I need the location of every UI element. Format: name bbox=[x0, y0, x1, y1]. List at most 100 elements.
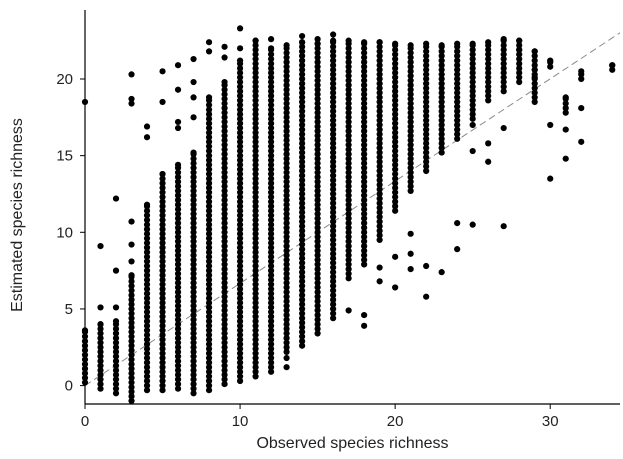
data-point bbox=[407, 63, 414, 70]
data-point bbox=[190, 362, 197, 369]
data-point bbox=[221, 151, 228, 158]
data-point bbox=[299, 80, 306, 87]
data-point bbox=[174, 376, 182, 383]
data-point bbox=[330, 273, 337, 280]
data-point bbox=[159, 193, 166, 201]
x-axis-title: Observed species richness bbox=[256, 435, 448, 452]
data-point bbox=[299, 342, 306, 349]
data-point bbox=[159, 267, 166, 274]
data-point bbox=[392, 198, 399, 205]
data-point bbox=[283, 210, 290, 217]
data-point bbox=[516, 55, 523, 63]
data-point bbox=[267, 336, 275, 343]
data-point bbox=[438, 71, 445, 78]
data-point bbox=[221, 128, 228, 135]
data-point bbox=[128, 292, 135, 299]
data-point bbox=[159, 258, 166, 265]
data-point bbox=[299, 223, 306, 230]
data-point bbox=[205, 290, 213, 297]
data-point bbox=[345, 91, 352, 98]
data-point bbox=[283, 91, 290, 98]
data-point bbox=[221, 78, 228, 86]
data-point bbox=[531, 80, 538, 87]
data-point bbox=[283, 279, 290, 286]
data-point bbox=[159, 345, 166, 352]
data-point bbox=[205, 226, 213, 233]
data-point bbox=[283, 63, 290, 70]
data-point bbox=[267, 189, 275, 196]
data-point bbox=[159, 322, 166, 329]
data-point bbox=[205, 180, 213, 187]
data-point bbox=[159, 331, 166, 339]
data-point bbox=[221, 330, 228, 337]
data-point bbox=[361, 141, 368, 149]
data-point bbox=[500, 83, 507, 90]
data-point bbox=[267, 51, 275, 58]
data-point bbox=[283, 164, 290, 172]
data-point bbox=[236, 115, 244, 122]
data-point bbox=[143, 216, 151, 224]
data-point bbox=[159, 216, 166, 224]
data-point bbox=[205, 106, 213, 113]
data-point bbox=[236, 308, 244, 316]
data-point bbox=[469, 111, 476, 118]
data-point bbox=[392, 60, 399, 67]
data-point bbox=[267, 308, 275, 316]
data-point bbox=[267, 267, 275, 274]
data-point bbox=[314, 178, 321, 185]
data-point bbox=[283, 72, 290, 80]
data-point bbox=[190, 371, 197, 378]
data-point bbox=[174, 316, 182, 323]
data-point bbox=[283, 132, 290, 139]
data-point bbox=[423, 158, 430, 165]
data-point bbox=[283, 256, 290, 263]
data-point bbox=[299, 89, 306, 96]
data-point bbox=[252, 267, 259, 274]
data-point bbox=[407, 183, 414, 190]
data-point bbox=[205, 203, 213, 210]
data-point-outlier bbox=[469, 221, 476, 228]
data-point bbox=[190, 164, 197, 172]
data-point bbox=[174, 357, 182, 365]
data-point bbox=[252, 175, 259, 182]
data-point-outlier bbox=[174, 118, 182, 126]
data-point bbox=[128, 282, 135, 290]
data-point bbox=[143, 262, 151, 270]
data-point bbox=[562, 94, 569, 101]
data-point bbox=[361, 137, 368, 144]
data-point bbox=[283, 252, 290, 259]
data-point bbox=[190, 149, 197, 156]
data-point bbox=[299, 85, 306, 92]
data-point bbox=[252, 129, 259, 136]
x-tick-label: 0 bbox=[81, 413, 89, 430]
data-point bbox=[143, 345, 151, 352]
data-point bbox=[205, 212, 213, 219]
data-point-outlier bbox=[267, 36, 275, 43]
data-point bbox=[174, 367, 182, 374]
data-point bbox=[361, 63, 368, 70]
data-point bbox=[438, 103, 445, 110]
data-point bbox=[159, 350, 166, 357]
data-point bbox=[128, 338, 135, 345]
data-point bbox=[330, 158, 337, 165]
data-point bbox=[361, 91, 368, 98]
data-point bbox=[392, 207, 399, 214]
data-point bbox=[267, 203, 275, 210]
data-point bbox=[112, 344, 120, 351]
data-point bbox=[299, 177, 306, 184]
data-point bbox=[174, 174, 182, 181]
data-point bbox=[205, 143, 213, 150]
data-point bbox=[267, 69, 275, 76]
data-point bbox=[345, 123, 352, 130]
data-point bbox=[330, 117, 337, 124]
data-point-outlier bbox=[376, 278, 383, 285]
data-point bbox=[143, 212, 151, 219]
data-point bbox=[128, 347, 135, 354]
data-point bbox=[174, 302, 182, 309]
data-point bbox=[221, 362, 228, 369]
point-column-x23 bbox=[438, 42, 445, 276]
data-point bbox=[236, 207, 244, 214]
data-point bbox=[252, 373, 259, 380]
data-point bbox=[407, 155, 414, 162]
data-point bbox=[314, 215, 321, 222]
